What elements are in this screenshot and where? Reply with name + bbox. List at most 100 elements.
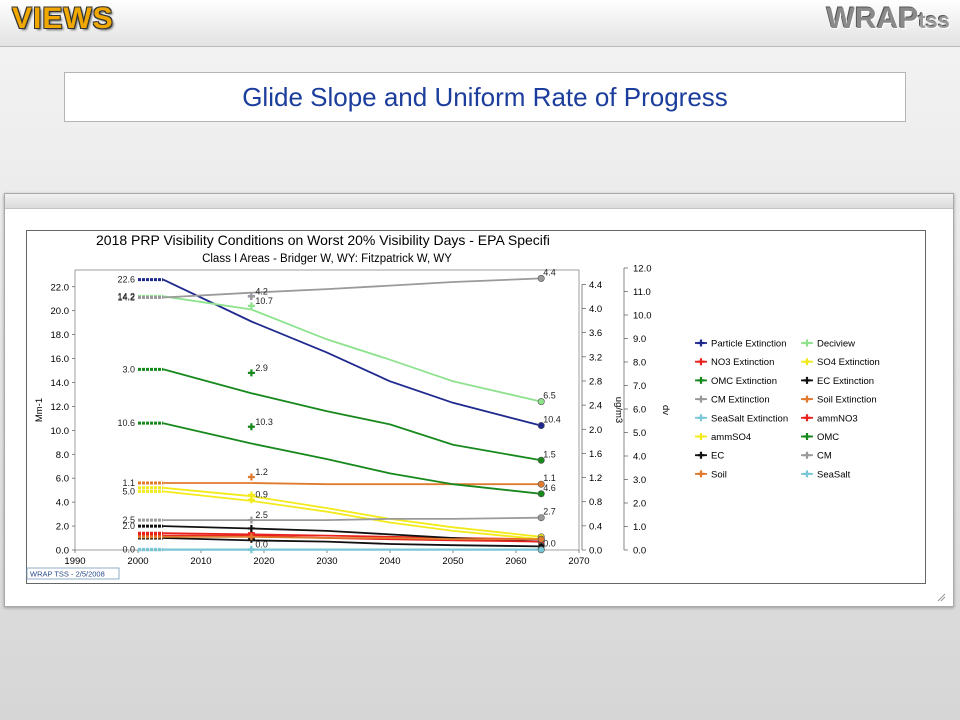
y3-tick-label: 10.0 (633, 311, 652, 322)
y2-tick-label: 4.4 (589, 280, 602, 291)
series-line (162, 368, 542, 462)
legend-label: SeaSalt Extinction (711, 413, 788, 424)
series-progress-label: 4.2 (255, 286, 268, 296)
series-end-label: 4.4 (543, 267, 556, 277)
chart-subtitle: Class I Areas - Bridger W, WY: Fitzpatri… (202, 253, 452, 265)
series-line (163, 277, 542, 299)
series-baseline-label: 0.0 (122, 544, 135, 554)
chart-title: 2018 PRP Visibility Conditions on Worst … (96, 232, 550, 248)
series-end-label: 4.6 (543, 483, 556, 493)
legend-marker (803, 358, 811, 366)
legend-label: CM Extinction (711, 395, 770, 406)
y-tick-label: 0.0 (56, 546, 69, 557)
series-line (163, 490, 542, 541)
series-end-point (537, 480, 545, 488)
y2-axis-label: ug/m3 (613, 397, 624, 423)
footer-stamp-box (26, 567, 120, 580)
y2-tick-label: 1.2 (589, 473, 602, 484)
y2-tick-label: 0.8 (589, 497, 602, 508)
x-tick-label: 2070 (568, 556, 589, 567)
app-header: VIEWS WRAPtss (0, 0, 960, 47)
y2-tick-label: 1.6 (589, 449, 602, 460)
legend-label: NO3 Extinction (711, 357, 774, 368)
series-progress-label: 10.7 (255, 296, 273, 306)
x-tick-label: 1990 (64, 556, 85, 567)
series-progress-marker (247, 369, 255, 377)
resize-grip-icon[interactable] (936, 592, 946, 602)
series-end-label: 10.4 (543, 415, 561, 425)
y-tick-label: 18.0 (51, 330, 70, 341)
x-tick-label: 2060 (505, 556, 526, 567)
y-tick-label: 22.0 (51, 282, 70, 293)
series-end-label: 2.7 (543, 507, 556, 517)
legend-marker (803, 451, 811, 459)
legend-marker (697, 433, 705, 440)
series-progress-marker (247, 302, 255, 310)
legend-marker (803, 433, 811, 440)
y2-tick-label: 4.0 (589, 304, 602, 315)
y3-tick-label: 0.0 (633, 546, 646, 557)
series-line (163, 482, 542, 486)
legend-marker (697, 358, 705, 366)
y-tick-label: 6.0 (56, 474, 69, 485)
y-tick-label: 2.0 (56, 522, 69, 533)
legend-label: EC Extinction (817, 376, 874, 387)
series-end-point (537, 490, 545, 498)
series-baseline-label: 5.0 (122, 486, 135, 496)
y2-tick-label: 2.4 (589, 401, 602, 412)
series-progress-marker (247, 473, 255, 481)
glide-slope-chart: 2018 PRP Visibility Conditions on Worst … (26, 230, 926, 584)
series-baseline-label: 2.0 (122, 521, 135, 531)
series-progress-marker (247, 533, 255, 541)
legend-marker (697, 414, 705, 422)
chart-border (26, 230, 926, 584)
panel-toolbar (5, 194, 953, 209)
series-end-point (537, 274, 545, 282)
series-end-label: 1.1 (543, 473, 556, 483)
x-tick-label: 2030 (316, 556, 337, 567)
brand-logo: WRAPtss (827, 2, 950, 36)
series-baseline-label: 14.2 (117, 291, 135, 301)
series-end-point (537, 398, 545, 406)
series-end-label: 6.5 (543, 391, 556, 401)
legend-marker (803, 470, 811, 478)
series-end-point (537, 514, 545, 522)
y-tick-label: 14.0 (51, 378, 70, 389)
y3-tick-label: 12.0 (633, 264, 652, 275)
y3-tick-label: 11.0 (633, 287, 651, 298)
series-progress-label: 2.9 (255, 363, 268, 373)
y3-tick-label: 4.0 (633, 452, 646, 463)
x-tick-label: 2050 (442, 556, 463, 567)
legend-label: ammNO3 (817, 413, 858, 424)
series-line (163, 537, 542, 548)
series-progress-label: 1.2 (255, 467, 268, 477)
series-end-point (537, 422, 545, 430)
series-line (163, 295, 542, 403)
series-progress-marker (247, 524, 255, 532)
legend-label: Soil (711, 469, 727, 480)
legend-label: OMC Extinction (711, 376, 777, 387)
series-line (162, 278, 542, 427)
legend-marker (697, 470, 705, 478)
series-baseline-label: 3.0 (122, 364, 135, 374)
legend-marker (803, 339, 811, 347)
series-progress-label: 0.9 (255, 490, 268, 500)
legend-label: SO4 Extinction (817, 357, 880, 368)
y-tick-label: 16.0 (51, 354, 70, 365)
series-baseline-label: 22.6 (117, 275, 135, 285)
y-tick-label: 10.0 (51, 426, 70, 437)
page-title: Glide Slope and Uniform Rate of Progress (242, 82, 728, 112)
series-progress-label: 0.0 (255, 539, 268, 549)
series-baseline-label: 1.1 (122, 478, 135, 488)
series-baseline-label: 2.5 (122, 515, 135, 525)
series-line (163, 516, 542, 521)
x-tick-label: 2020 (253, 556, 274, 567)
y-tick-label: 20.0 (51, 306, 70, 317)
y2-tick-label: 0.4 (589, 521, 602, 532)
y-axis-label: Mm-1 (34, 398, 45, 422)
y2-tick-label: 2.8 (589, 376, 602, 387)
section-label: VIEWS (12, 2, 114, 35)
series-end-point (537, 456, 545, 464)
y3-tick-label: 7.0 (633, 381, 646, 392)
series-end-point (537, 535, 545, 543)
